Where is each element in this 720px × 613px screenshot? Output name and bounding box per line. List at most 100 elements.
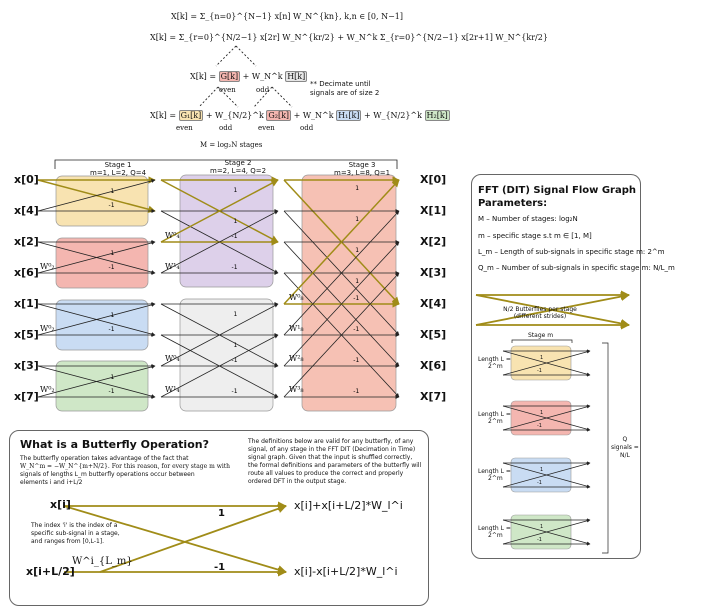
butterfly-weight-one: 1: [218, 508, 225, 519]
input-x6: x[6]: [14, 266, 39, 279]
weight-one-s1-r4: 1: [111, 312, 115, 319]
twiddle-s1-green: W⁰₂: [40, 385, 55, 394]
butterfly-twiddle: W^i_{L_m}: [72, 556, 133, 567]
length-label-2: Length L = 2^m: [478, 411, 511, 425]
param-mini-line-2-3: [502, 462, 591, 488]
weight-one-s3-r2: 1: [355, 247, 359, 254]
output-X4: X[4]: [420, 297, 447, 310]
output-X5: X[5]: [420, 328, 447, 341]
butterfly-weight-minus-one: -1: [214, 562, 226, 573]
sfg-cross-s1-r7: [37, 364, 156, 398]
weight-one-s1-r0: 1: [111, 188, 115, 195]
butterfly-title: What is a Butterfly Operation?: [20, 438, 209, 451]
weight-one-s3-r3: 1: [355, 278, 359, 285]
butterfly-cross-up: [99, 504, 287, 573]
input-x5: x[5]: [14, 328, 39, 341]
weight-minus-one-s3-r7: -1: [353, 388, 359, 395]
stage1-box-green: [55, 360, 149, 412]
input-x3: x[3]: [14, 359, 39, 372]
q-signals-label: Q signals = N/L: [611, 436, 639, 459]
twiddle-s3-b: W¹₈: [289, 324, 304, 333]
g2-term: G₂[k]: [266, 110, 292, 121]
sfg-cross-s3-r6: [283, 241, 400, 367]
sfg-cross-s1-r1: [37, 178, 156, 212]
output-X3: X[3]: [420, 266, 447, 279]
output-X1: X[1]: [420, 204, 447, 217]
weight-one-s3-r0: 1: [355, 185, 359, 192]
butterfly-cross-down: [63, 505, 287, 575]
even-label: even: [219, 86, 236, 94]
sfg-cross-s1-r3: [37, 240, 156, 274]
butterfly-output-top: x[i]+x[i+L/2]*W_l^i: [294, 499, 403, 512]
param-mini-minus-one-3: -1: [537, 537, 542, 543]
weight-one-s2-r5: 1: [234, 342, 238, 349]
sfg-cross-s2-r2: [160, 179, 279, 243]
weight-one-s2-r1: 1: [234, 218, 238, 225]
param-mini-one-1: 1: [540, 410, 543, 416]
input-x4: x[4]: [14, 204, 39, 217]
twiddle-s3-a: W⁰₈: [289, 293, 304, 302]
twiddle-s2-d: W¹₄: [165, 385, 180, 394]
weight-minus-one-s2-r2: -1: [232, 233, 238, 240]
butterflies-per-stage: N/2 Butterflies per stage (different str…: [503, 306, 577, 320]
g1-term: G₁[k]: [178, 110, 204, 121]
param-mini-one-3: 1: [540, 524, 543, 530]
sfg-cross-s3-r5: [283, 210, 400, 336]
weight-one-s1-r2: 1: [111, 250, 115, 257]
weight-minus-one-s3-r5: -1: [353, 326, 359, 333]
eq-dft-definition: X[k] = Σ_{n=0}^{N−1} x[n] W_N^{kn}, k,n …: [171, 12, 403, 21]
stage2-label: Stage 2 m=2, L=4, Q=2: [210, 159, 267, 175]
input-x1: x[1]: [14, 297, 39, 310]
butterfly-panel: [9, 430, 429, 606]
sfg-cross-s2-r6: [160, 303, 279, 367]
eq-four-terms: X[k] = G₁[k] + W_{N/2}^k G₂[k] + W_N^k H…: [150, 110, 450, 121]
h2-term: H₂[k]: [424, 110, 450, 121]
butterfly-description: The butterfly operation takes advantage …: [20, 455, 231, 486]
output-X6: X[6]: [420, 359, 447, 372]
odd-label: odd: [256, 86, 270, 94]
twiddle-s2-c: W⁰₄: [165, 354, 180, 363]
weight-minus-one-s1-r7: -1: [109, 388, 115, 395]
weight-minus-one-s2-r3: -1: [232, 264, 238, 271]
stage3-label: Stage 3 m=3, L=8, Q=1: [334, 161, 391, 177]
butterfly-input-bottom: x[i+L/2]: [26, 565, 75, 578]
butterfly-input-top: x[i]: [50, 498, 71, 511]
output-X7: X[7]: [420, 390, 447, 403]
h1-term: H₁[k]: [336, 110, 362, 121]
eq-g-h: X[k] = G[k] + W_N^k H[k]: [190, 71, 308, 82]
length-label-4: Length L = 2^m: [478, 525, 511, 539]
twiddle-s2-b: W¹₄: [165, 262, 180, 271]
stages-count-label: M = log₂N stages: [200, 141, 263, 149]
input-x2: x[2]: [14, 235, 39, 248]
stage1-box-red: [55, 237, 149, 289]
sfg-cross-s3-r7: [283, 272, 400, 398]
twiddle-s1-red: W⁰₂: [40, 262, 55, 271]
weight-one-s3-r1: 1: [355, 216, 359, 223]
odd-label-3: odd: [300, 124, 314, 132]
odd-label-2: odd: [219, 124, 233, 132]
butterfly-definitions-note: The definitions below are valid for any …: [248, 438, 422, 485]
g-term: G[k]: [218, 71, 241, 82]
weight-minus-one-s3-r6: -1: [353, 357, 359, 364]
weight-minus-one-s2-r6: -1: [232, 357, 238, 364]
output-X0: X[0]: [420, 173, 447, 186]
twiddle-s2-a: W⁰₄: [165, 231, 180, 240]
weight-minus-one-s3-r4: -1: [353, 295, 359, 302]
decimate-note: ** Decimate until signals are of size 2: [310, 80, 380, 97]
param-mini-one-0: 1: [540, 355, 543, 361]
param-mini-minus-one-1: -1: [537, 423, 542, 429]
weight-minus-one-s1-r5: -1: [109, 326, 115, 333]
weight-minus-one-s1-r1: -1: [109, 202, 115, 209]
stage1-label: Stage 1 m=1, L=2, Q=4: [90, 161, 147, 177]
stage-m-label: Stage m: [528, 332, 554, 339]
weight-one-s2-r4: 1: [234, 311, 238, 318]
param-mini-line-1-3: [502, 405, 591, 431]
sfg-cross-s2-r3: [160, 210, 279, 274]
weight-minus-one-s2-r7: -1: [232, 388, 238, 395]
param-mini-one-2: 1: [540, 467, 543, 473]
even-label-3: even: [258, 124, 275, 132]
parameters-title: FFT (DIT) Signal Flow Graph Parameters:: [478, 185, 637, 209]
twiddle-s3-c: W²₈: [289, 354, 304, 363]
